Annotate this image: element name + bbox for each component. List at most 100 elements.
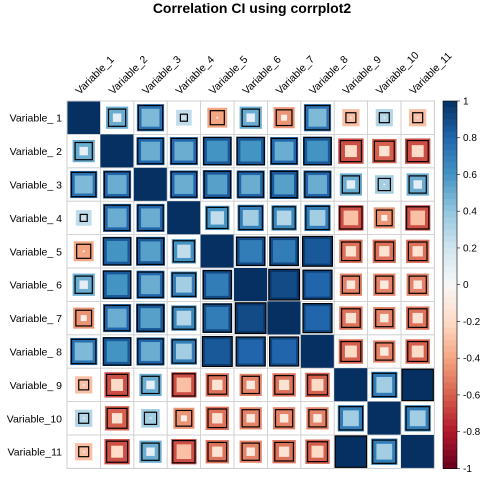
correlation-square: [78, 379, 90, 391]
ci-lower-square: [112, 113, 122, 122]
colorbar-segment: [443, 431, 457, 439]
ci-lower-square: [107, 175, 127, 194]
cell-r5-c7: [266, 234, 302, 269]
colorbar-segment: [443, 272, 457, 280]
correlation-square: [170, 137, 198, 165]
ci-lower-square: [106, 274, 128, 296]
correlation-square: [412, 112, 424, 124]
correlation-square: [175, 409, 193, 427]
ci-lower-square: [281, 114, 288, 121]
cell-r5-c10: [367, 234, 402, 269]
correlation-square: [272, 206, 296, 230]
colorbar-tick-label: -0.2: [463, 317, 481, 328]
row-label: Variable_ 9: [10, 380, 63, 392]
colorbar-tick-label: 0: [463, 280, 469, 291]
ci-lower-square: [337, 438, 365, 466]
ci-lower-square: [307, 140, 328, 162]
correlation-square: [70, 338, 97, 365]
colorbar-tick-label: -0.8: [463, 427, 481, 438]
ci-lower-square: [238, 305, 264, 331]
diagonal-square: [267, 301, 301, 335]
colorbar-segment: [443, 217, 457, 225]
cell-r2-c6: [233, 133, 268, 169]
row-label: Variable_ 5: [10, 246, 63, 258]
row-label: Variable_ 2: [10, 146, 63, 158]
colorbar-segment: [443, 401, 457, 408]
colorbar-segment: [443, 247, 457, 255]
correlation-square: [105, 373, 129, 397]
correlation-square: [302, 235, 333, 267]
column-labels: Variable_1Variable_2Variable_3Variable_4…: [73, 49, 454, 97]
ci-lower-square: [216, 116, 219, 119]
correlation-square: [340, 340, 362, 363]
ci-lower-square: [176, 444, 192, 460]
cell-r2-c5: [200, 133, 235, 169]
colorbar-segment: [443, 388, 457, 396]
correlation-square: [70, 171, 97, 198]
diagonal-square: [167, 201, 201, 235]
diagonal-square: [367, 401, 401, 435]
ci-lower-square: [239, 240, 262, 263]
correlation-cells: [66, 100, 435, 469]
ci-lower-square: [146, 380, 155, 390]
ci-lower-square: [141, 141, 160, 161]
ci-lower-square: [380, 313, 389, 323]
colorbar-segment: [443, 290, 457, 298]
correlation-square: [141, 442, 160, 461]
correlation-square: [78, 412, 90, 424]
colorbar-segment: [443, 456, 457, 463]
cell-r8-c1: [66, 334, 101, 369]
ci-lower-square: [271, 272, 297, 298]
correlation-square: [202, 303, 232, 333]
cell-r9-c4: [166, 367, 201, 403]
ci-lower-square: [278, 446, 290, 457]
correlation-square: [238, 205, 263, 231]
ci-lower-square: [343, 210, 359, 226]
correlation-square: [305, 205, 330, 231]
ci-lower-square: [274, 174, 294, 195]
ci-lower-square: [206, 273, 229, 296]
correlation-square: [375, 308, 394, 328]
colorbar-segment: [443, 382, 457, 390]
correlation-square: [334, 435, 368, 468]
correlation-square: [103, 171, 131, 198]
row-label: Variable_ 6: [10, 280, 63, 292]
correlation-square: [203, 136, 232, 166]
ci-lower-square: [176, 310, 192, 326]
correlation-square: [102, 270, 132, 299]
correlation-square: [302, 303, 333, 334]
ci-lower-square: [74, 342, 93, 361]
colorbar-segment: [443, 211, 457, 218]
cell-r6-c8: [300, 267, 335, 302]
cell-r9-c9: [333, 367, 369, 403]
colorbar-segment: [443, 162, 457, 169]
correlation-square: [375, 209, 393, 227]
colorbar-tick-label: 0.2: [463, 243, 477, 254]
correlation-square: [372, 439, 397, 464]
ci-lower-square: [410, 210, 426, 226]
cell-r6-c3: [133, 267, 168, 302]
colorbar-segment: [443, 296, 457, 304]
correlation-square: [106, 407, 128, 429]
correlation-square: [303, 136, 332, 166]
colorbar-segment: [443, 278, 457, 286]
correlation-square: [275, 109, 293, 127]
correlation-square: [75, 309, 93, 327]
cell-r4-c2: [100, 200, 135, 235]
ci-lower-square: [409, 410, 426, 427]
row-label: Variable_ 8: [10, 347, 63, 359]
ci-lower-square: [79, 280, 88, 289]
correlation-square: [269, 236, 299, 266]
correlation-square: [102, 237, 132, 266]
correlation-square: [76, 243, 92, 259]
ci-lower-square: [149, 417, 152, 420]
ci-lower-square: [140, 241, 161, 262]
correlation-square: [107, 108, 127, 127]
colorbar-segment: [443, 425, 457, 433]
cell-r5-c8: [300, 234, 335, 269]
ci-lower-square: [176, 377, 192, 393]
ci-lower-square: [141, 275, 160, 295]
colorbar-segment: [443, 327, 457, 335]
correlation-square: [269, 336, 300, 367]
colorbar-segment: [443, 174, 457, 182]
